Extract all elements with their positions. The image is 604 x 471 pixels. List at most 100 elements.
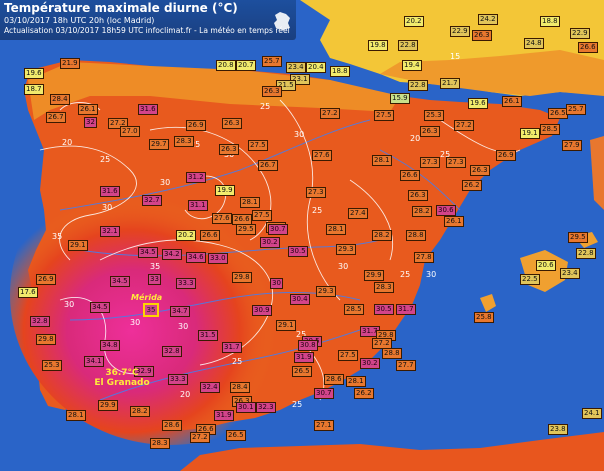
station-temp-label[interactable]: 25.8 (474, 312, 494, 323)
station-temp-label[interactable]: 32.9 (134, 366, 154, 377)
highlight-city-marker[interactable]: 35 (143, 303, 159, 317)
station-temp-label[interactable]: 27.6 (312, 150, 332, 161)
station-temp-label[interactable]: 19.6 (24, 68, 44, 79)
station-temp-label[interactable]: 31.6 (138, 104, 158, 115)
station-temp-label[interactable]: 22.9 (570, 28, 590, 39)
station-temp-label[interactable]: 21.7 (440, 78, 460, 89)
station-temp-label[interactable]: 26.3 (222, 118, 242, 129)
station-temp-label[interactable]: 22.8 (576, 248, 596, 259)
station-temp-label[interactable]: 26.1 (502, 96, 522, 107)
station-temp-label[interactable]: 27.5 (252, 210, 272, 221)
station-temp-label[interactable]: 28.1 (346, 376, 366, 387)
station-temp-label[interactable]: 27.2 (320, 108, 340, 119)
station-temp-label[interactable]: 30.4 (290, 294, 310, 305)
station-temp-label[interactable]: 28.1 (372, 155, 392, 166)
station-temp-label[interactable]: 28.5 (344, 304, 364, 315)
station-temp-label[interactable]: 30.7 (314, 388, 334, 399)
station-temp-label[interactable]: 31.1 (188, 200, 208, 211)
station-temp-label[interactable]: 30.5 (288, 246, 308, 257)
station-temp-label[interactable]: 29.8 (232, 272, 252, 283)
station-temp-label[interactable]: 26.7 (258, 160, 278, 171)
station-temp-label[interactable]: 30 (270, 278, 283, 289)
station-temp-label[interactable]: 26.3 (470, 165, 490, 176)
station-temp-label[interactable]: 30.2 (360, 358, 380, 369)
station-temp-label[interactable]: 19.1 (520, 128, 540, 139)
station-temp-label[interactable]: 27.2 (108, 118, 128, 129)
station-temp-label[interactable]: 26.6 (200, 230, 220, 241)
station-temp-label[interactable]: 27.5 (248, 140, 268, 151)
station-temp-label[interactable]: 28.1 (66, 410, 86, 421)
station-temp-label[interactable]: 30.2 (260, 237, 280, 248)
station-temp-label[interactable]: 28.3 (374, 282, 394, 293)
station-temp-label[interactable]: 22.8 (398, 40, 418, 51)
station-temp-label[interactable]: 23.8 (548, 424, 568, 435)
station-temp-label[interactable]: 32.8 (162, 346, 182, 357)
station-temp-label[interactable]: 34.5 (138, 247, 158, 258)
station-temp-label[interactable]: 27.7 (396, 360, 416, 371)
station-temp-label[interactable]: 28.5 (540, 124, 560, 135)
station-temp-label[interactable]: 28.8 (406, 230, 426, 241)
station-temp-label[interactable]: 26.1 (444, 216, 464, 227)
station-temp-label[interactable]: 32.1 (100, 226, 120, 237)
station-temp-label[interactable]: 28.3 (150, 438, 170, 449)
station-temp-label[interactable]: 27.2 (190, 432, 210, 443)
station-temp-label[interactable]: 31.5 (198, 330, 218, 341)
station-temp-label[interactable]: 20.6 (536, 260, 556, 271)
station-temp-label[interactable]: 26.3 (420, 126, 440, 137)
station-temp-label[interactable]: 32.3 (256, 402, 276, 413)
station-temp-label[interactable]: 20.7 (236, 60, 256, 71)
station-temp-label[interactable]: 33.3 (168, 374, 188, 385)
station-temp-label[interactable]: 24.1 (582, 408, 602, 419)
station-temp-label[interactable]: 19.6 (468, 98, 488, 109)
station-temp-label[interactable]: 30.5 (374, 304, 394, 315)
station-temp-label[interactable]: 23.1 (290, 74, 310, 85)
station-temp-label[interactable]: 31.9 (294, 352, 314, 363)
station-temp-label[interactable]: 28.2 (130, 406, 150, 417)
station-temp-label[interactable]: 29.3 (336, 244, 356, 255)
station-temp-label[interactable]: 22.5 (520, 274, 540, 285)
station-temp-label[interactable]: 29.7 (149, 139, 169, 150)
station-temp-label[interactable]: 21.9 (60, 58, 80, 69)
station-temp-label[interactable]: 27.3 (306, 187, 326, 198)
station-temp-label[interactable]: 23.4 (286, 62, 306, 73)
station-temp-label[interactable]: 25.3 (424, 110, 444, 121)
station-temp-label[interactable]: 19.4 (402, 60, 422, 71)
station-temp-label[interactable]: 28.1 (240, 197, 260, 208)
station-temp-label[interactable]: 19.8 (368, 40, 388, 51)
station-temp-label[interactable]: 27.3 (420, 157, 440, 168)
station-temp-label[interactable]: 24.2 (478, 14, 498, 25)
station-temp-label[interactable]: 31.7 (222, 342, 242, 353)
station-temp-label[interactable]: 27.3 (446, 157, 466, 168)
station-temp-label[interactable]: 28.1 (326, 224, 346, 235)
station-temp-label[interactable]: 28.4 (50, 94, 70, 105)
station-temp-label[interactable]: 34.7 (170, 306, 190, 317)
station-temp-label[interactable]: 34.5 (110, 276, 130, 287)
station-temp-label[interactable]: 34.1 (84, 356, 104, 367)
station-temp-label[interactable]: 25.3 (42, 360, 62, 371)
station-temp-label[interactable]: 34.2 (162, 249, 182, 260)
station-temp-label[interactable]: 32 (84, 117, 97, 128)
station-temp-label[interactable]: 29.8 (36, 334, 56, 345)
station-temp-label[interactable]: 30.6 (436, 205, 456, 216)
station-temp-label[interactable]: 31.9 (214, 410, 234, 421)
station-temp-label[interactable]: 26.5 (226, 430, 246, 441)
station-temp-label[interactable]: 26.2 (354, 388, 374, 399)
station-temp-label[interactable]: 27.9 (562, 140, 582, 151)
station-temp-label[interactable]: 26.2 (462, 180, 482, 191)
station-temp-label[interactable]: 26.6 (400, 170, 420, 181)
station-temp-label[interactable]: 34.8 (100, 340, 120, 351)
station-temp-label[interactable]: 20.4 (306, 62, 326, 73)
station-temp-label[interactable]: 33.0 (208, 253, 228, 264)
station-temp-label[interactable]: 22.8 (408, 80, 428, 91)
station-temp-label[interactable]: 30.1 (236, 402, 256, 413)
station-temp-label[interactable]: 29.9 (364, 270, 384, 281)
station-temp-label[interactable]: 31.6 (100, 186, 120, 197)
station-temp-label[interactable]: 34.6 (186, 252, 206, 263)
station-temp-label[interactable]: 26.3 (408, 190, 428, 201)
station-temp-label[interactable]: 17.6 (18, 287, 38, 298)
station-temp-label[interactable]: 31.7 (396, 304, 416, 315)
station-temp-label[interactable]: 28.2 (412, 206, 432, 217)
station-temp-label[interactable]: 33 (148, 274, 161, 285)
station-temp-label[interactable]: 29.3 (316, 286, 336, 297)
station-temp-label[interactable]: 26.7 (46, 112, 66, 123)
